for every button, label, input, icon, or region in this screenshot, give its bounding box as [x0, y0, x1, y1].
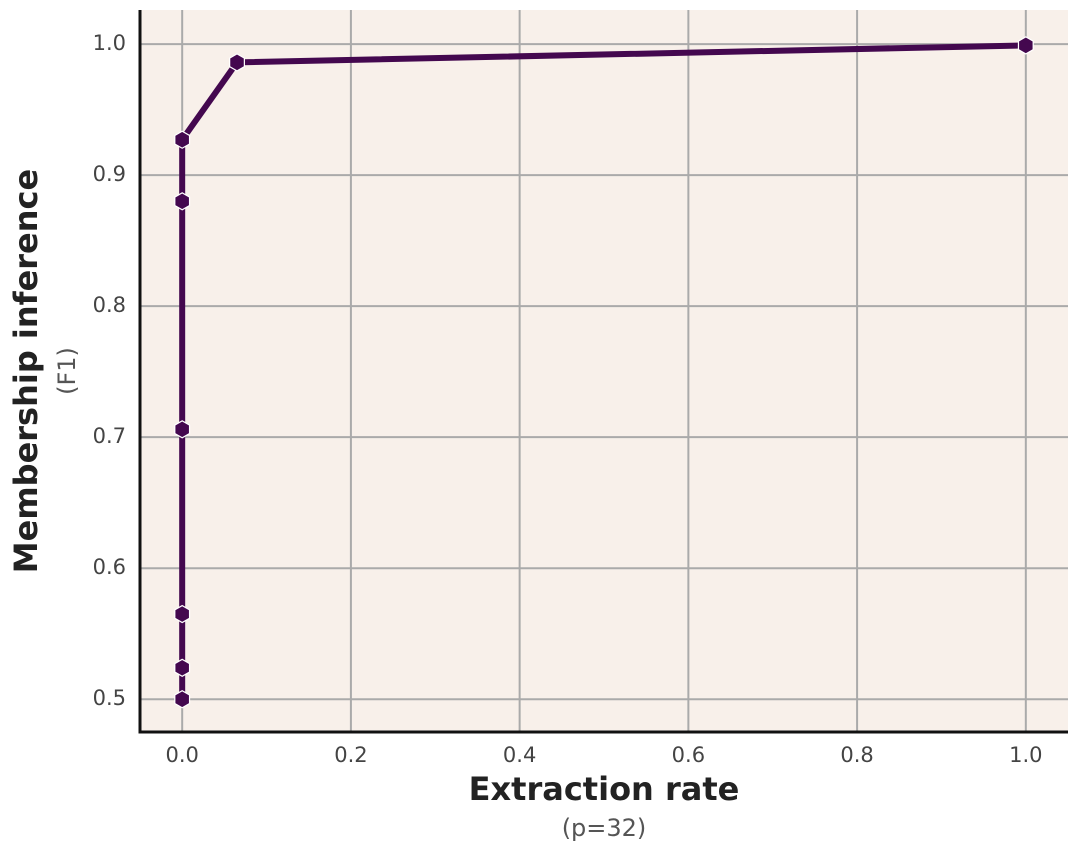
marker	[229, 53, 245, 72]
y-tick-label: 1.0	[93, 31, 126, 55]
x-tick-label: 1.0	[1009, 743, 1042, 767]
marker	[174, 130, 191, 149]
plot-background	[140, 10, 1068, 732]
y-tick-label: 0.5	[93, 686, 126, 710]
y-tick-label: 0.8	[93, 293, 126, 317]
marker	[174, 604, 191, 624]
y-tick-label: 0.9	[93, 162, 126, 186]
y-tick-label: 0.7	[93, 424, 126, 448]
x-axis-sublabel: (p=32)	[562, 814, 647, 842]
y-axis-sublabel: (F1)	[53, 347, 81, 395]
x-tick-label: 0.4	[503, 743, 536, 767]
x-tick-label: 0.0	[165, 743, 198, 767]
marker	[174, 192, 191, 211]
marker	[174, 658, 191, 677]
marker	[1017, 36, 1034, 55]
x-tick-label: 0.8	[840, 743, 873, 767]
x-tick-label: 0.2	[334, 743, 367, 767]
y-tick-label: 0.6	[93, 555, 126, 579]
x-tick-label: 0.6	[672, 743, 705, 767]
y-axis-label: Membership inference	[7, 169, 45, 573]
x-axis-label: Extraction rate	[469, 770, 740, 808]
marker	[174, 690, 191, 709]
marker	[174, 420, 191, 439]
